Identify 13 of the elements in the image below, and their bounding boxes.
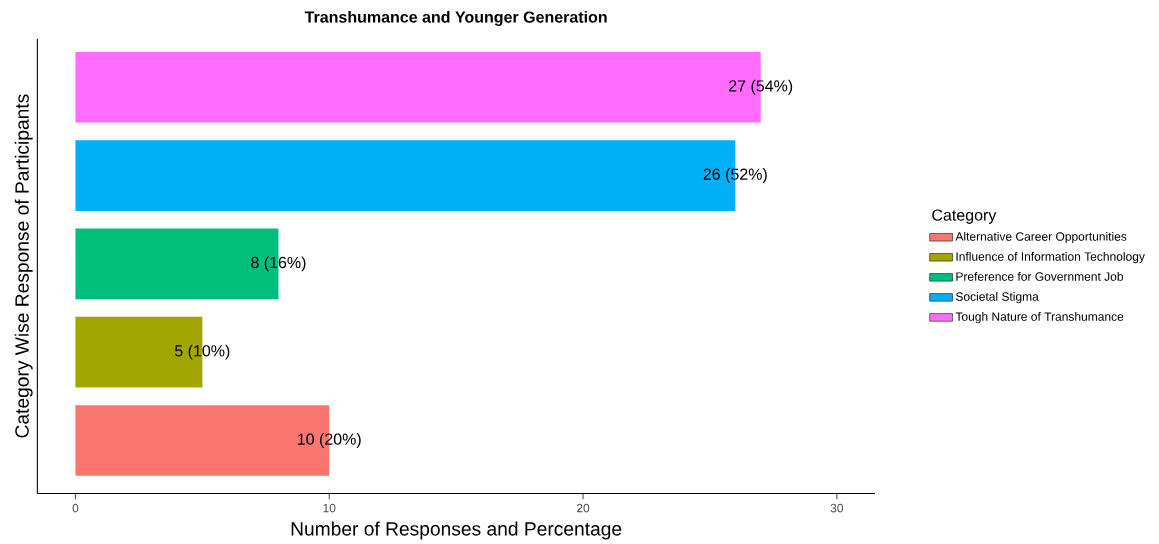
legend-label: Influence of Information Technology [956, 252, 1145, 264]
legend-title: Category [932, 209, 997, 224]
chart-title: Transhumance and Younger Generation [304, 11, 607, 27]
x-axis-title: Number of Responses and Percentage [291, 521, 622, 540]
legend-label: Alternative Career Opportunities [955, 231, 1127, 244]
legend-label: Societal Stigma [955, 292, 1039, 304]
legend-label: Tough Nature of Transhumance [955, 312, 1124, 324]
legend-label: Preference for Government Job [956, 272, 1124, 281]
y-axis-title: Category Wise Response of Participants [14, 94, 33, 438]
x-tick-label: 30 [830, 503, 844, 513]
x-tick-label: 20 [576, 503, 590, 513]
x-tick-label: 10 [323, 503, 336, 513]
x-tick-label: 0 [72, 503, 79, 513]
